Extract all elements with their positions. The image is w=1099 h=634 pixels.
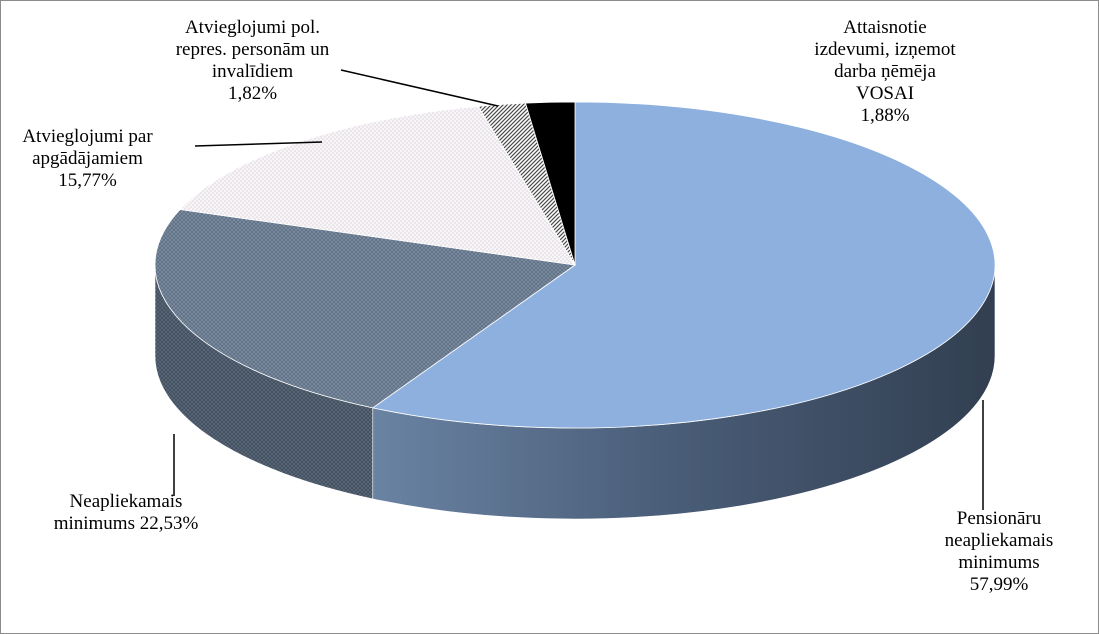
- slice-label-3: Atvieglojumi par apgādājamiem 15,77%: [0, 126, 175, 192]
- slice-label-line: 1,82%: [227, 83, 278, 104]
- slice-label-line: darba ņēmēja: [834, 61, 936, 82]
- leader-line-4: [340, 69, 499, 107]
- slice-label-line: Atvieglojumi pol.: [184, 17, 321, 38]
- slice-label-line: Pensionāru: [956, 508, 1042, 529]
- slice-label-line: VOSAI: [855, 83, 915, 104]
- pie-slice-5: [524, 101, 576, 266]
- slice-label-1: Pensionāru neapliekamais minimums 57,99%: [904, 508, 1094, 596]
- leader-line-3: [194, 141, 323, 147]
- slice-label-line: minimums 22,53%: [53, 513, 199, 534]
- slice-label-5: Attaisnotie izdevumi, izņemot darba ņēmēja…: [790, 17, 980, 127]
- slice-label-line: repres. personām un: [175, 39, 330, 60]
- slice-label-line: Atvieglojumi par: [22, 126, 153, 147]
- slice-label-2: Neapliekamais minimums 22,53%: [6, 491, 246, 535]
- slice-label-line: apgādājamiem: [32, 148, 143, 169]
- slice-label-line: neapliekamais: [944, 530, 1054, 551]
- slice-label-line: izdevumi, izņemot: [814, 39, 956, 60]
- slice-label-line: 57,99%: [969, 574, 1029, 595]
- pie-slice-2: [154, 209, 577, 409]
- slice-label-line: invalīdiem: [211, 61, 294, 82]
- slice-label-line: Neapliekamais: [69, 491, 183, 512]
- slice-label-line: 1,88%: [860, 105, 910, 126]
- pie-slice-1: [371, 101, 996, 429]
- slice-label-line: Attaisnotie: [843, 17, 927, 38]
- slice-label-line: 15,77%: [58, 170, 117, 191]
- slice-label-line: minimums: [958, 552, 1040, 573]
- slice-label-4: Atvieglojumi pol. repres. personām un inva…: [140, 17, 365, 105]
